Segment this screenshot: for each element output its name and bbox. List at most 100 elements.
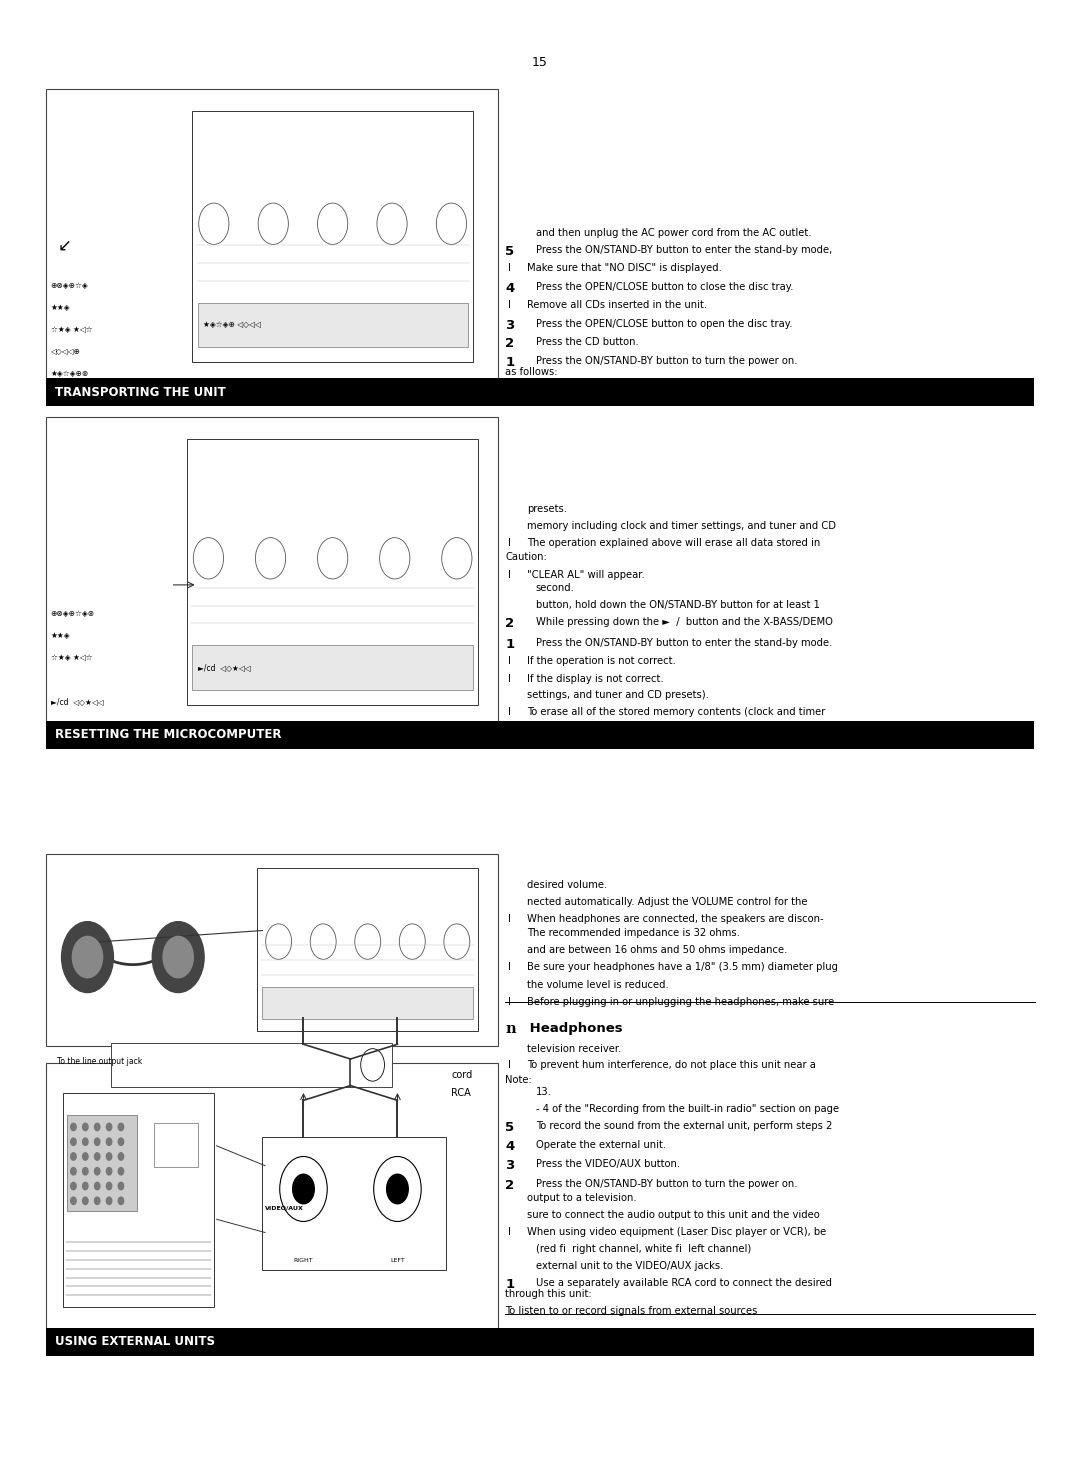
Text: TRANSPORTING THE UNIT: TRANSPORTING THE UNIT [55,385,226,399]
Bar [192,645,473,690]
Bar [46,417,498,727]
Circle shape [95,1182,100,1190]
Text: sure to connect the audio output to this unit and the video: sure to connect the audio output to this… [527,1211,820,1220]
Text: memory including clock and timer settings, and tuner and CD: memory including clock and timer setting… [527,521,836,530]
Text: To listen to or record signals from external sources: To listen to or record signals from exte… [505,1306,758,1316]
Text: "CLEAR AL" will appear.: "CLEAR AL" will appear. [527,570,645,580]
Text: television receiver.: television receiver. [527,1043,621,1053]
Bar [46,89,498,384]
Text: Before you move this product to a new location, proceed: Before you move this product to a new lo… [505,384,788,394]
Circle shape [95,1167,100,1176]
Circle shape [71,1182,77,1190]
Text: 4: 4 [505,282,515,295]
Text: If the display is not correct.: If the display is not correct. [527,674,664,684]
Circle shape [119,1152,124,1161]
Text: Press the ON/STAND-BY button to turn the power on.: Press the ON/STAND-BY button to turn the… [536,356,797,366]
Text: Press the OPEN/CLOSE button to close the disc tray.: Press the OPEN/CLOSE button to close the… [536,282,793,292]
Text: l: l [508,656,511,666]
Text: the volume level is reduced.: the volume level is reduced. [527,981,669,990]
Circle shape [119,1196,124,1205]
Text: 3: 3 [505,1159,515,1173]
Text: l: l [508,1060,511,1071]
Text: Caution:: Caution: [505,552,548,563]
Text: l: l [508,674,511,684]
Text: 4: 4 [505,1140,515,1154]
Text: l: l [508,570,511,580]
Text: - 4 of the "Recording from the built-in radio" section on page: - 4 of the "Recording from the built-in … [536,1105,839,1114]
Text: 1: 1 [505,1278,514,1291]
Text: Press the ON/STAND-BY button to enter the stand-by mode,: Press the ON/STAND-BY button to enter th… [536,245,832,256]
Circle shape [83,1167,89,1176]
Text: Note:: Note: [505,1075,532,1086]
Bar [46,1063,498,1329]
Bar [46,1328,1034,1356]
Circle shape [83,1124,89,1131]
Text: Operate the external unit.: Operate the external unit. [536,1140,665,1151]
Text: 15: 15 [532,56,548,69]
Text: l: l [508,997,511,1007]
Text: ⊕⊗◈⊕☆◈: ⊕⊗◈⊕☆◈ [51,281,89,289]
Text: Before plugging in or unplugging the headphones, make sure: Before plugging in or unplugging the hea… [527,997,834,1007]
Text: RCA: RCA [451,1089,471,1097]
Circle shape [107,1182,112,1190]
Circle shape [119,1182,124,1190]
Text: n: n [505,1022,516,1035]
Text: The recommended impedance is 32 ohms.: The recommended impedance is 32 ohms. [527,928,740,938]
Text: ◁◇◁◁⊕: ◁◇◁◁⊕ [51,347,81,356]
Text: ►/cd  ◁◇★◁◁: ►/cd ◁◇★◁◁ [198,663,251,672]
Circle shape [107,1152,112,1161]
Text: l: l [508,263,511,273]
Text: Reset the microcomputer under the following conditions:: Reset the microcomputer under the follow… [505,727,789,737]
Text: Headphones: Headphones [525,1022,622,1035]
Bar [192,111,473,362]
Text: Be sure your headphones have a 1/8" (3.5 mm) diameter plug: Be sure your headphones have a 1/8" (3.5… [527,962,838,972]
Text: When using video equipment (Laser Disc player or VCR), be: When using video equipment (Laser Disc p… [527,1227,826,1238]
Bar [262,987,473,1019]
Text: presets.: presets. [527,504,567,514]
Text: 1: 1 [505,356,514,369]
Circle shape [119,1167,124,1176]
Circle shape [163,936,193,978]
Bar [154,1123,198,1167]
Text: While pressing down the ►  /  button and the X-BASS/DEMO: While pressing down the ► / button and t… [536,617,833,628]
Text: To the line output jack: To the line output jack [57,1058,143,1066]
Text: USING EXTERNAL UNITS: USING EXTERNAL UNITS [55,1335,215,1349]
Text: output to a television.: output to a television. [527,1193,637,1204]
Text: To prevent hum interference, do not place this unit near a: To prevent hum interference, do not plac… [527,1060,815,1071]
Text: LEFT: LEFT [390,1258,405,1263]
Circle shape [72,936,103,978]
Bar [46,721,1034,749]
Circle shape [387,1174,408,1204]
Text: through this unit:: through this unit: [505,1288,592,1298]
Text: Press the VIDEO/AUX button.: Press the VIDEO/AUX button. [536,1159,679,1170]
Text: 1: 1 [505,638,514,651]
Text: cord: cord [451,1071,473,1080]
Circle shape [83,1182,89,1190]
Text: VIDEO/AUX: VIDEO/AUX [265,1205,303,1211]
Bar [46,854,498,1046]
Text: ►/cd  ◁◇★◁◁: ►/cd ◁◇★◁◁ [51,697,104,706]
Text: n: n [505,1334,516,1347]
Circle shape [152,922,204,993]
Bar [46,378,1034,406]
Text: l: l [508,300,511,310]
Text: l: l [508,914,511,925]
Circle shape [107,1124,112,1131]
Text: 5: 5 [505,245,514,258]
Circle shape [107,1167,112,1176]
Text: and then unplug the AC power cord from the AC outlet.: and then unplug the AC power cord from t… [536,229,811,238]
Text: To erase all of the stored memory contents (clock and timer: To erase all of the stored memory conten… [527,707,825,718]
Text: Remove all CDs inserted in the unit.: Remove all CDs inserted in the unit. [527,300,707,310]
Text: as follows:: as follows: [505,368,558,377]
Text: (red fi  right channel, white fi  left channel): (red fi right channel, white fi left cha… [536,1244,751,1254]
Text: 3: 3 [505,319,515,332]
Circle shape [119,1124,124,1131]
Text: When headphones are connected, the speakers are discon-: When headphones are connected, the speak… [527,914,824,925]
Circle shape [95,1152,100,1161]
Text: To record the sound from the external unit, perform steps 2: To record the sound from the external un… [536,1121,832,1131]
Text: ★★◈: ★★◈ [51,631,70,640]
Circle shape [62,922,113,993]
Bar [111,1043,392,1087]
Text: ☆★◈ ★◁☆: ☆★◈ ★◁☆ [51,653,93,662]
Text: 13.: 13. [536,1087,552,1097]
